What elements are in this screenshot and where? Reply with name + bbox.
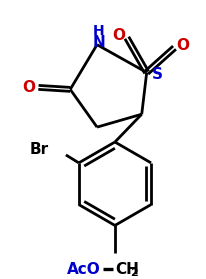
Text: O: O: [22, 80, 35, 95]
Text: H: H: [93, 24, 104, 38]
Text: CH: CH: [114, 262, 138, 277]
Text: 2: 2: [129, 268, 137, 278]
Text: S: S: [151, 67, 162, 82]
Text: AcO: AcO: [67, 262, 101, 277]
Text: O: O: [111, 28, 124, 43]
Text: O: O: [176, 38, 188, 53]
Text: Br: Br: [30, 143, 49, 157]
Text: N: N: [92, 35, 105, 50]
